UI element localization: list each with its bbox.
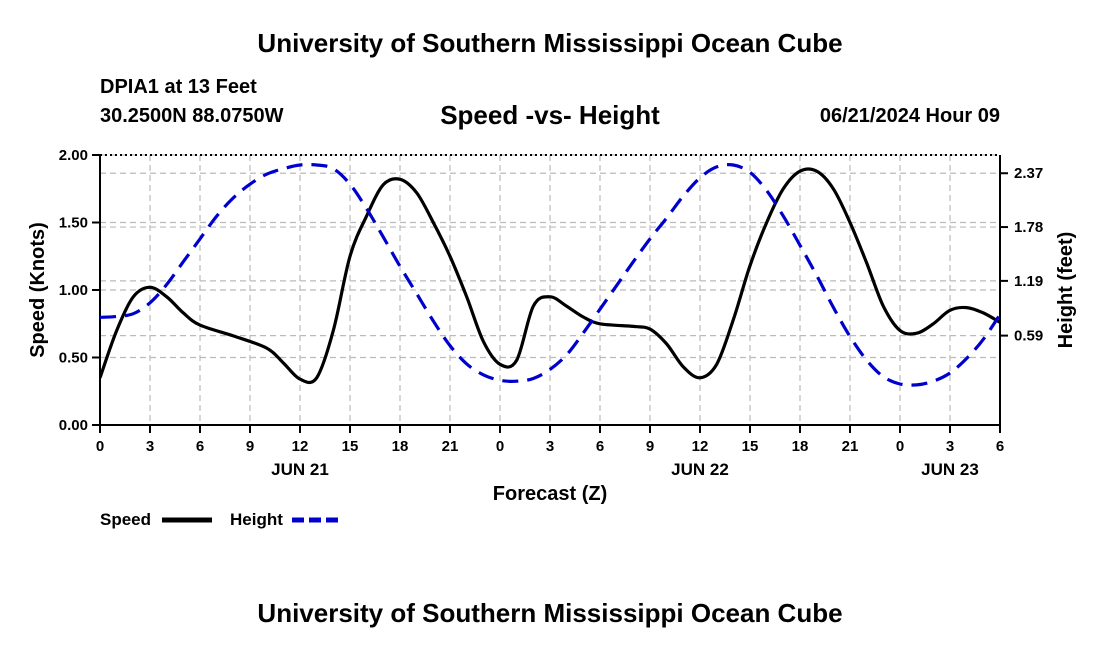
y-tick-label: 2.00 [59,147,88,164]
forecast-datetime: 06/21/2024 Hour 09 [819,105,1000,127]
x-tick-label: 0 [896,438,904,455]
x-tick-label: 18 [792,438,809,455]
y-axis-label: Speed (Knots) [27,222,49,358]
legend-label-speed: Speed [100,510,151,529]
x-axis-label: Forecast (Z) [493,483,607,505]
chart-subtitle: Speed -vs- Height [440,100,660,130]
y2-tick-label: 2.37 [1014,165,1043,182]
x-tick-label: 6 [596,438,604,455]
footer-title: University of Southern Mississippi Ocean… [257,598,843,628]
x-tick-label: 6 [996,438,1004,455]
x-tick-label: 12 [692,438,709,455]
coordinates-label: 30.2500N 88.0750W [100,105,284,127]
y2-tick-label: 1.78 [1014,219,1043,236]
x-tick-label: 3 [146,438,154,455]
legend-label-height: Height [230,510,283,529]
y-tick-label: 1.50 [59,215,88,232]
x-tick-label: 21 [842,438,859,455]
series-line-height [100,162,1000,387]
y-tick-label: 1.00 [59,282,88,299]
x-tick-label: 3 [546,438,554,455]
page-title: University of Southern Mississippi Ocean… [257,28,843,58]
x-tick-label: 9 [246,438,254,455]
x-tick-label: 18 [392,438,409,455]
date-label: JUN 23 [921,460,979,479]
x-tick-label: 9 [646,438,654,455]
y-tick-label: 0.00 [59,417,88,434]
x-tick-label: 12 [292,438,309,455]
x-tick-label: 15 [342,438,359,455]
x-tick-label: 21 [442,438,459,455]
date-label: JUN 21 [271,460,329,479]
series-line-speed [100,167,1000,385]
y-tick-label: 0.50 [59,350,88,367]
x-tick-label: 6 [196,438,204,455]
station-label: DPIA1 at 13 Feet [100,76,257,98]
date-label: JUN 22 [671,460,729,479]
x-tick-label: 3 [946,438,954,455]
x-tick-label: 15 [742,438,759,455]
y2-tick-label: 1.19 [1014,273,1043,290]
x-tick-label: 0 [496,438,504,455]
y2-tick-label: 0.59 [1014,328,1043,345]
x-tick-label: 0 [96,438,104,455]
y2-axis-label: Height (feet) [1055,232,1077,349]
